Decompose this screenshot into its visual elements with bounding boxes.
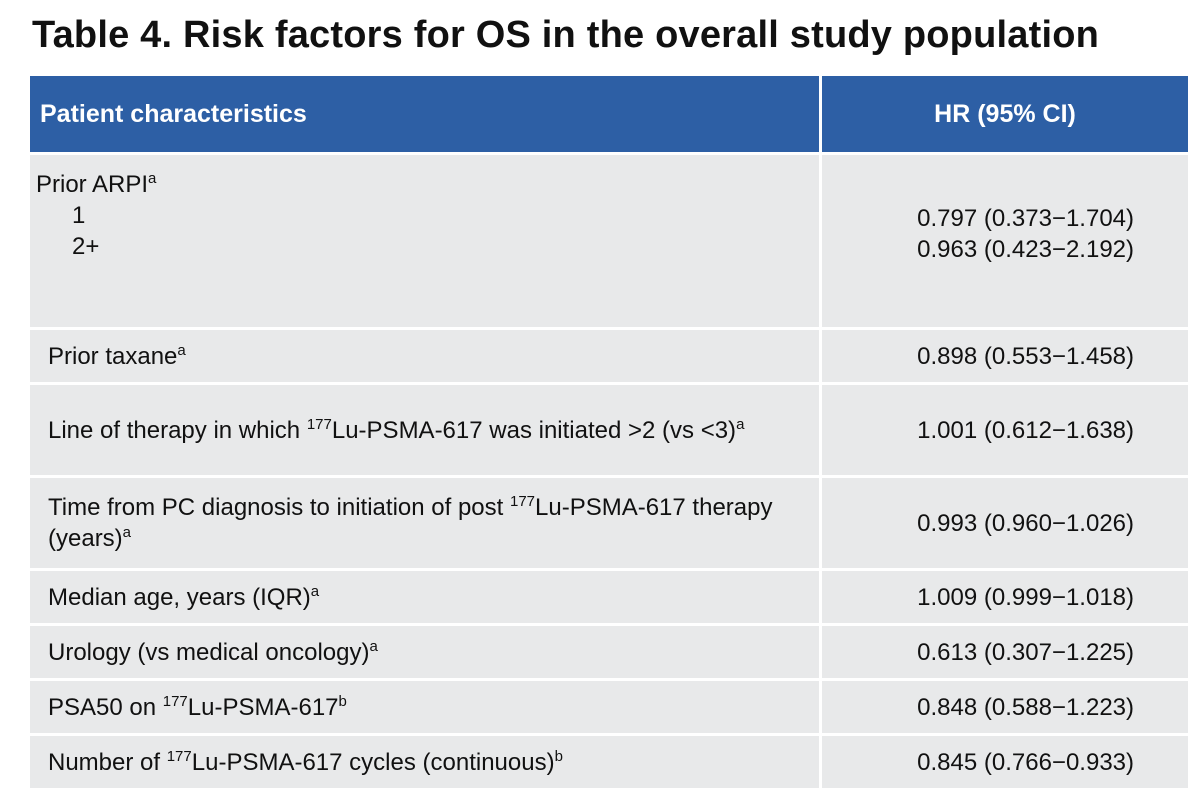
cell-hr: 0.613 (0.307−1.225) bbox=[822, 623, 1188, 678]
table-row: Time from PC diagnosis to initiation of … bbox=[30, 475, 1188, 568]
table-row: Urology (vs medical oncology)a 0.613 (0.… bbox=[30, 623, 1188, 678]
sub-item-label: 2+ bbox=[72, 233, 100, 260]
table-row: Prior taxanea 0.898 (0.553−1.458) bbox=[30, 327, 1188, 382]
row-label: Number of bbox=[48, 748, 167, 776]
cell-characteristic: Line of therapy in which 177Lu-PSMA-617 … bbox=[30, 382, 822, 475]
cell-hr: 0.845 (0.766−0.933) bbox=[822, 733, 1188, 788]
cell-hr: 0.993 (0.960−1.026) bbox=[822, 475, 1188, 568]
row-label: Prior taxane bbox=[48, 342, 178, 370]
cell-characteristic: PSA50 on 177Lu-PSMA-617b bbox=[30, 678, 822, 733]
isotope-marker: 177 bbox=[509, 493, 536, 510]
table-row: Line of therapy in which 177Lu-PSMA-617 … bbox=[30, 382, 1188, 475]
footnote-marker: a bbox=[148, 170, 157, 187]
cell-characteristic: Urology (vs medical oncology)a bbox=[30, 623, 822, 678]
footnote-marker: a bbox=[122, 524, 132, 541]
risk-factors-table: Patient characteristics HR (95% CI) Prio… bbox=[30, 76, 1188, 788]
table-row: Median age, years (IQR)a 1.009 (0.999−1.… bbox=[30, 568, 1188, 623]
table-header-row: Patient characteristics HR (95% CI) bbox=[30, 76, 1188, 152]
isotope-marker: 177 bbox=[166, 747, 192, 765]
column-header-characteristics: Patient characteristics bbox=[30, 76, 822, 152]
cell-characteristic: Number of 177Lu-PSMA-617 cycles (continu… bbox=[30, 733, 822, 788]
cell-hr: 0.797 (0.373−1.704) 0.963 (0.423−2.192) bbox=[822, 152, 1188, 327]
row-label-cont: Lu-PSMA-617 therapy (years) bbox=[48, 494, 773, 552]
row-label: Line of therapy in which bbox=[48, 416, 307, 444]
footnote-marker: a bbox=[310, 582, 320, 600]
table-row-prior-arpi: Prior ARPIa 1 2+ 0.797 (0.373−1.704) 0.9… bbox=[30, 152, 1188, 327]
row-label: Time from PC diagnosis to initiation of … bbox=[48, 494, 510, 521]
table-row: Number of 177Lu-PSMA-617 cycles (continu… bbox=[30, 733, 1188, 788]
isotope-marker: 177 bbox=[306, 415, 332, 433]
cell-characteristic: Prior ARPIa 1 2+ bbox=[30, 152, 822, 327]
cell-hr: 0.848 (0.588−1.223) bbox=[822, 678, 1188, 733]
footnote-marker: a bbox=[177, 341, 186, 359]
cell-hr: 0.898 (0.553−1.458) bbox=[822, 327, 1188, 382]
row-label-cont: Lu-PSMA-617 bbox=[187, 693, 339, 721]
footnote-marker: b bbox=[338, 692, 347, 710]
table-row: PSA50 on 177Lu-PSMA-617b 0.848 (0.588−1.… bbox=[30, 678, 1188, 733]
hr-value: 0.797 (0.373−1.704) bbox=[917, 205, 1134, 232]
column-header-hr: HR (95% CI) bbox=[822, 76, 1188, 152]
cell-hr: 1.001 (0.612−1.638) bbox=[822, 382, 1188, 475]
footnote-marker: a bbox=[369, 637, 378, 655]
row-label: Median age, years (IQR) bbox=[48, 583, 311, 611]
cell-characteristic: Median age, years (IQR)a bbox=[30, 568, 822, 623]
sub-item-label: 1 bbox=[72, 202, 86, 229]
footnote-marker: a bbox=[736, 415, 745, 433]
isotope-marker: 177 bbox=[162, 692, 188, 710]
footnote-marker: b bbox=[554, 747, 563, 765]
hr-value: 0.963 (0.423−2.192) bbox=[917, 236, 1134, 263]
row-label-cont: Lu-PSMA-617 cycles (continuous) bbox=[191, 748, 555, 776]
row-label: Prior ARPI bbox=[36, 171, 149, 198]
cell-characteristic: Time from PC diagnosis to initiation of … bbox=[30, 475, 822, 568]
page-title: Table 4. Risk factors for OS in the over… bbox=[32, 14, 1100, 56]
cell-characteristic: Prior taxanea bbox=[30, 327, 822, 382]
row-label-cont: Lu-PSMA-617 was initiated >2 (vs <3) bbox=[331, 416, 737, 444]
cell-hr: 1.009 (0.999−1.018) bbox=[822, 568, 1188, 623]
row-label: PSA50 on bbox=[48, 693, 163, 721]
row-label: Urology (vs medical oncology) bbox=[48, 638, 370, 666]
